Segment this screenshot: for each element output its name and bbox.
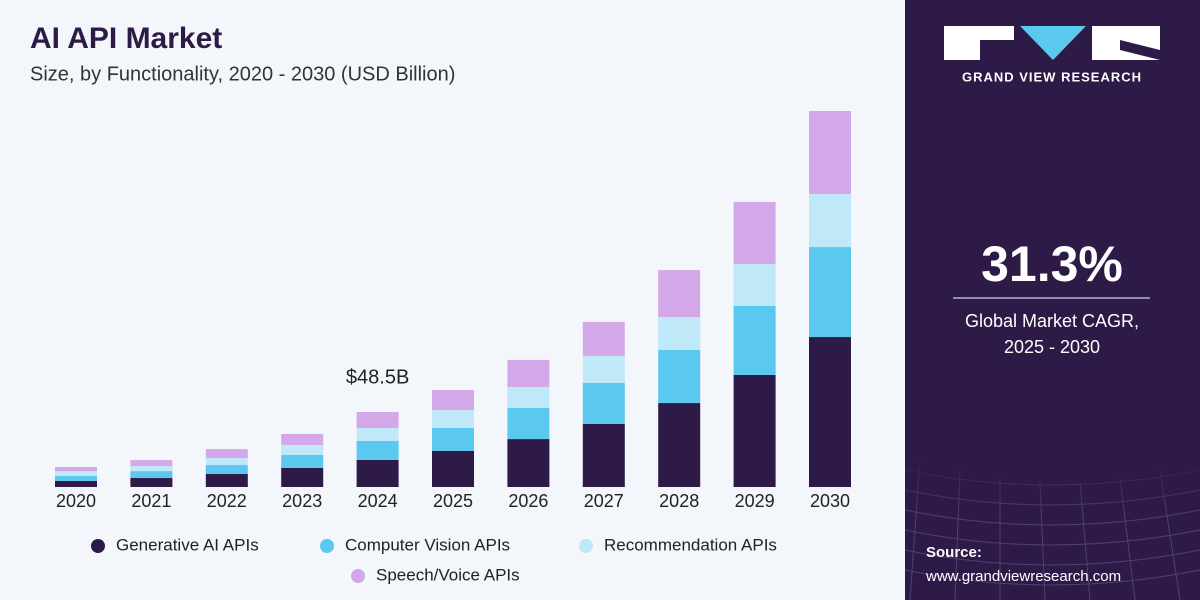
x-tick-label: 2022 [207, 491, 247, 511]
chart-subtitle: Size, by Functionality, 2020 - 2030 (USD… [30, 63, 455, 85]
chart-title: AI API Market [30, 22, 222, 55]
panel-fade [905, 455, 1200, 515]
bar-segment [582, 382, 625, 424]
bar-segment [809, 194, 851, 248]
bar-segment [55, 476, 97, 481]
bar-segment [205, 458, 248, 466]
bar-segment [733, 201, 776, 264]
cagr-value: 31.3% [981, 236, 1123, 292]
bar-segment [809, 247, 851, 338]
cagr-text: 2025 - 2030 [1004, 337, 1100, 357]
bar-segment [55, 480, 97, 487]
bar-segment [809, 337, 851, 487]
bar-segment [507, 359, 550, 387]
legend-marker [579, 539, 593, 553]
source-title: Source: [926, 544, 982, 561]
brand: GRAND VIEW RESEARCH [962, 69, 1142, 84]
annotation: $48.5B [346, 366, 409, 388]
bar-segment [205, 465, 248, 475]
bar-segment [582, 423, 625, 487]
logo-cut [1120, 40, 1160, 60]
bar-segment [205, 449, 248, 459]
legend-marker [91, 539, 105, 553]
bar-segment [432, 427, 474, 451]
bar-segment [281, 467, 324, 487]
x-tick-label: 2028 [659, 491, 699, 511]
bar-segment [281, 433, 324, 445]
source-url: www.grandviewresearch.com [925, 568, 1121, 585]
x-tick-label: 2020 [56, 491, 96, 511]
legend-label: Computer Vision APIs [345, 535, 510, 554]
bar-segment [658, 270, 701, 318]
bar-segment [733, 374, 776, 487]
bar-segment [507, 439, 550, 487]
bar-segment [432, 390, 474, 411]
bar-segment [130, 460, 173, 467]
x-tick-label: 2023 [282, 491, 322, 511]
bar-segment [507, 386, 550, 408]
bar-segment [582, 355, 625, 383]
x-tick-label: 2026 [508, 491, 548, 511]
x-tick-label: 2029 [735, 491, 775, 511]
legend-label: Speech/Voice APIs [376, 565, 520, 584]
bar-segment [658, 350, 701, 404]
bar-segment [55, 471, 97, 477]
x-tick-label: 2021 [131, 491, 171, 511]
bar-segment [658, 403, 701, 487]
bar-segment [733, 263, 776, 306]
bar-segment [809, 111, 851, 195]
logo-triangle [1020, 26, 1086, 60]
bar-segment [507, 407, 550, 440]
bar-segment [356, 412, 399, 428]
x-tick-label: 2024 [358, 491, 398, 511]
bar-segment [130, 466, 173, 472]
logo [944, 26, 1160, 60]
bar-segment [432, 450, 474, 487]
bar-segment [582, 321, 625, 356]
x-tick-label: 2030 [810, 491, 850, 511]
bar-segment [205, 474, 248, 487]
bar-segment [281, 444, 324, 455]
cagr-text: Global Market CAGR, [965, 311, 1139, 331]
bar-segment [356, 440, 399, 460]
bar-segment [658, 317, 701, 351]
bar-segment [432, 410, 474, 428]
legend-label: Recommendation APIs [604, 535, 777, 554]
logo-cut [980, 40, 1014, 60]
bar-segment [130, 471, 173, 479]
legend-label: Generative AI APIs [116, 535, 259, 554]
legend-marker [320, 539, 334, 553]
legend-marker [351, 569, 365, 583]
bar-segment [130, 478, 173, 487]
bar-segment [55, 467, 97, 472]
bar-segment [733, 305, 776, 375]
x-tick-label: 2025 [433, 491, 473, 511]
bar-segment [281, 454, 324, 468]
bar-segment [356, 459, 399, 487]
x-tick-label: 2027 [584, 491, 624, 511]
bar-segment [356, 427, 399, 441]
